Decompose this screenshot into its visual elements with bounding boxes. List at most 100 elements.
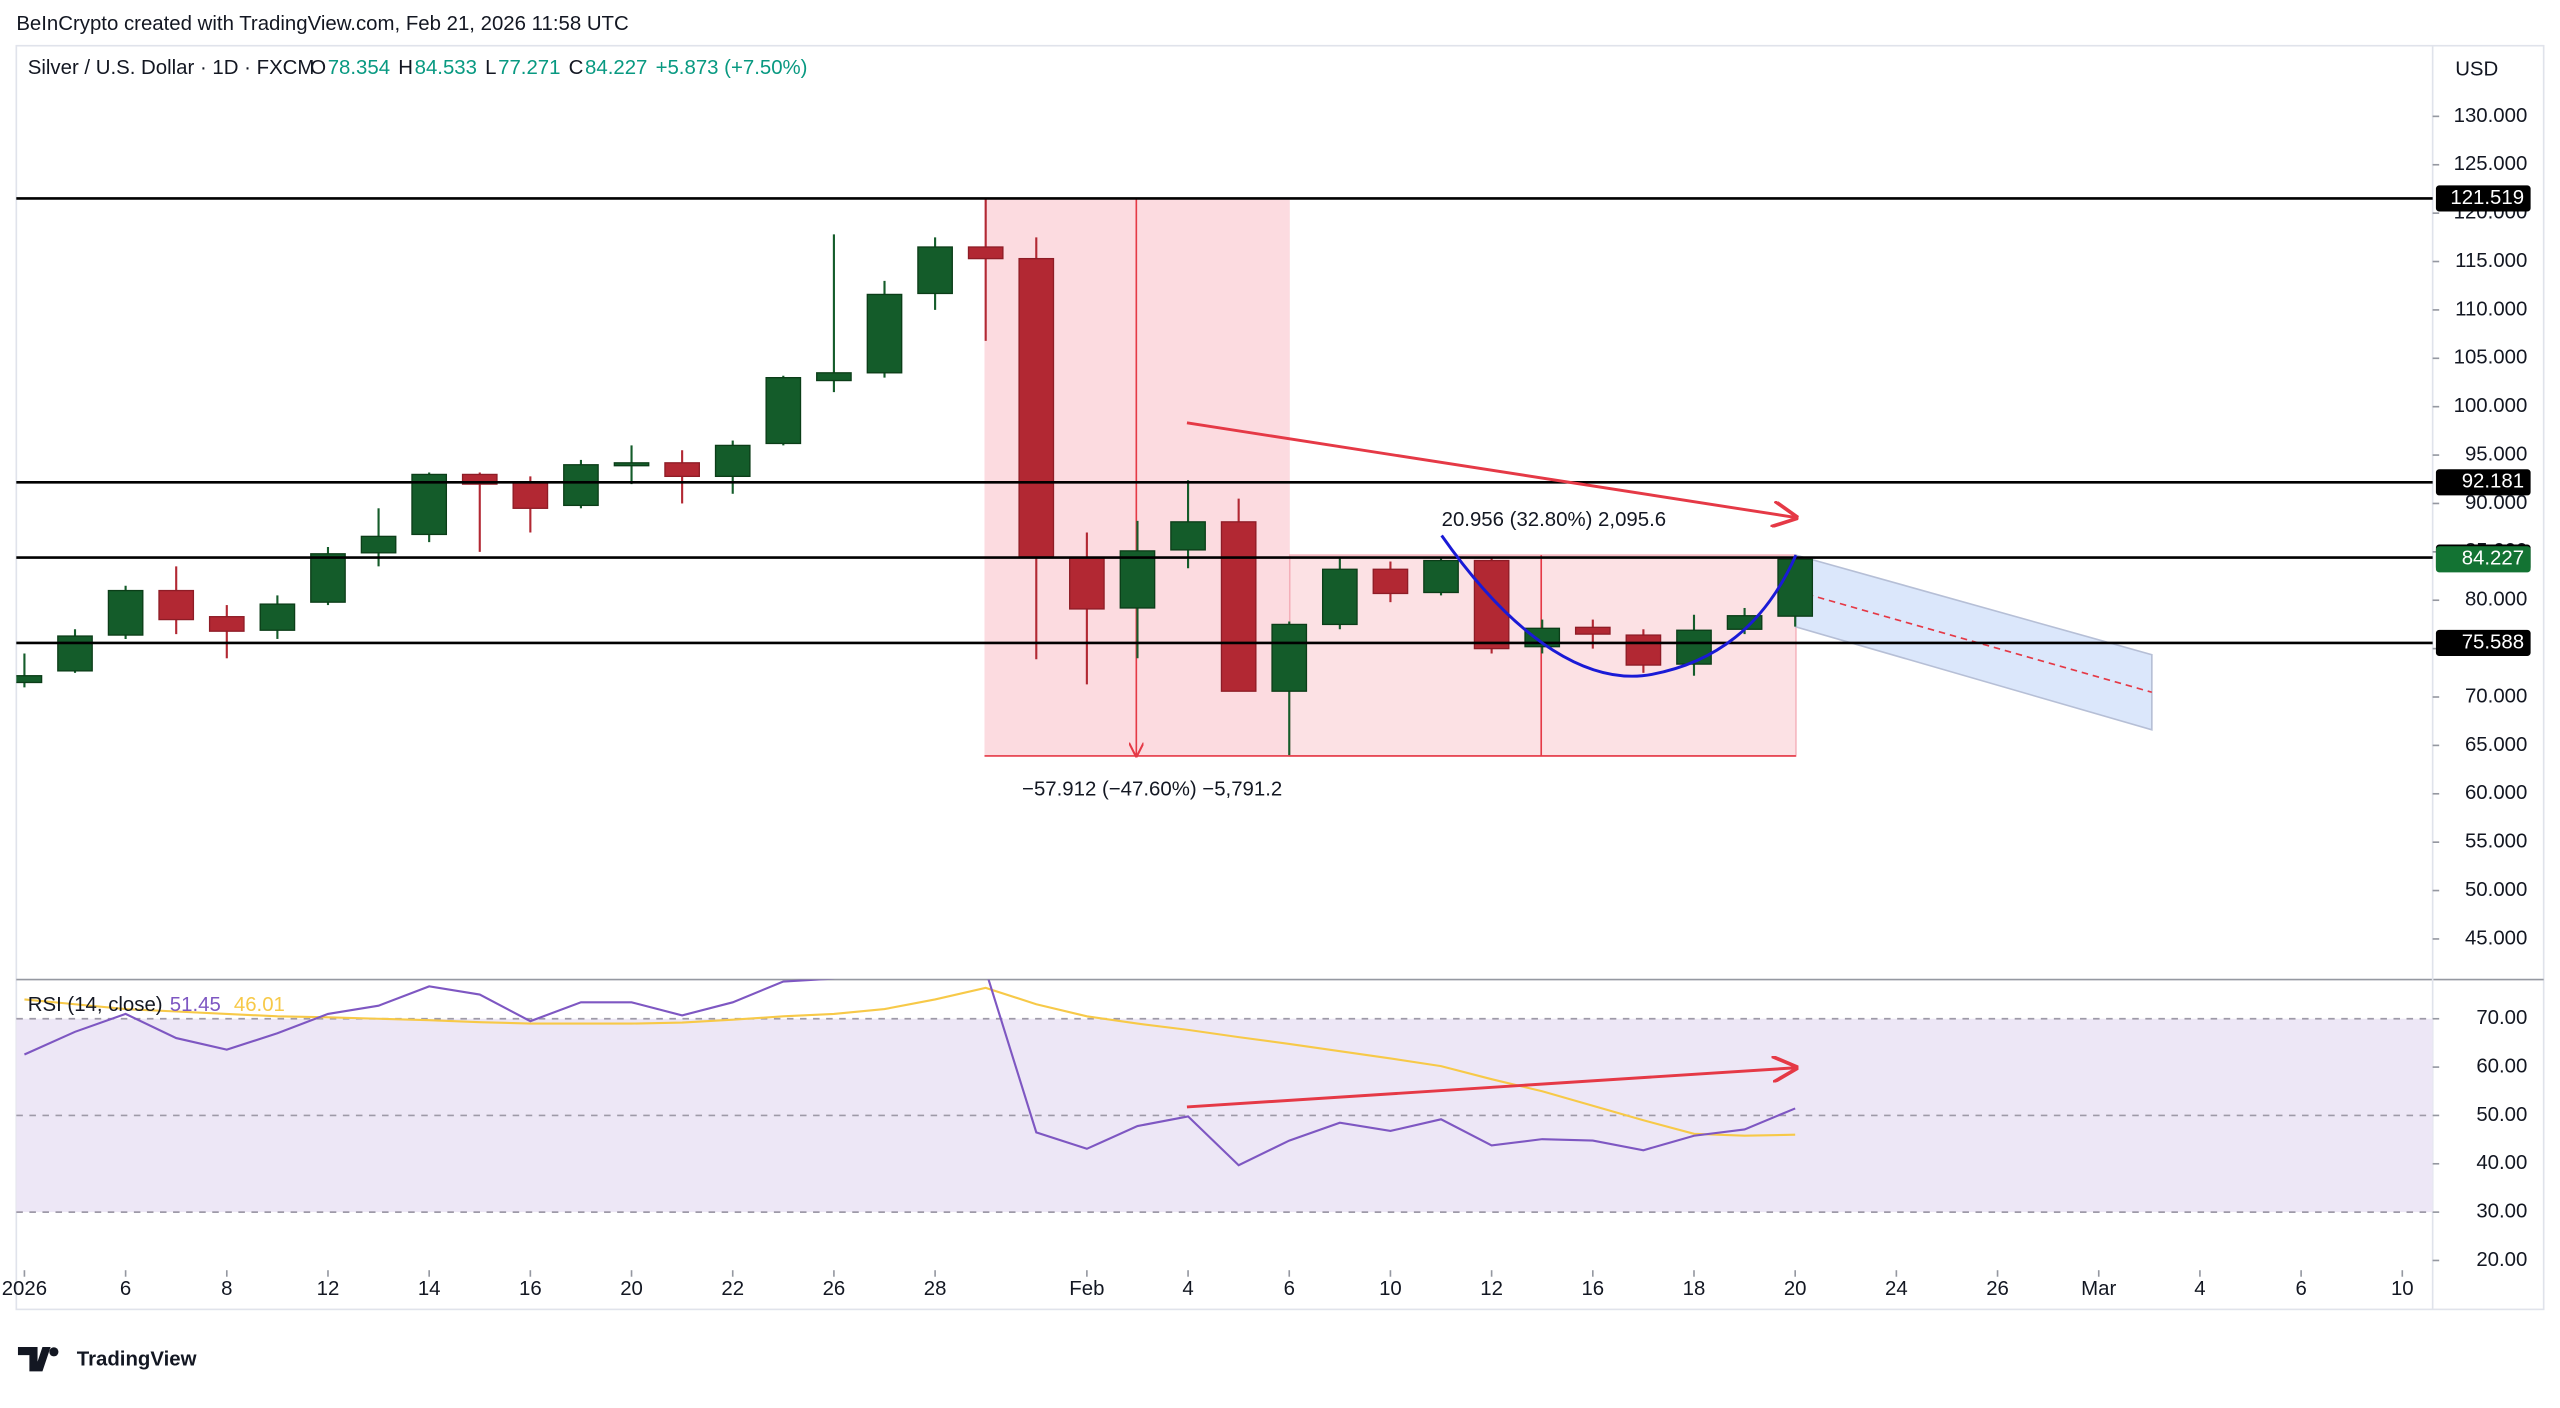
- ohlc-letter: C: [569, 57, 584, 79]
- x-tick-label: 12: [317, 1278, 340, 1300]
- candle-body: [360, 535, 397, 554]
- y-tick-label: 100.000: [2454, 395, 2528, 417]
- x-tick-label: 10: [2391, 1278, 2414, 1300]
- level-tag: [2435, 469, 2531, 496]
- candle-body: [1220, 521, 1257, 692]
- level-label: 92.181: [2462, 471, 2524, 493]
- logo: TradingView: [17, 1346, 197, 1372]
- x-tick-label: 4: [2194, 1278, 2205, 1300]
- candle-body: [158, 589, 195, 621]
- candle-body: [1170, 521, 1206, 551]
- candle-body: [310, 553, 346, 603]
- candles: [16, 198, 1814, 756]
- candle-body: [1777, 558, 1814, 617]
- last-price-label: 84.227: [2462, 548, 2524, 570]
- x-tick-label: 6: [2295, 1278, 2306, 1300]
- candle-body: [1676, 629, 1712, 665]
- y-tick-label: 65.000: [2465, 734, 2527, 756]
- measure-box: [1288, 554, 1797, 757]
- rsi-title: RSI (14, close): [28, 994, 163, 1016]
- brand: TradingView: [77, 1348, 197, 1370]
- candle-body: [1321, 568, 1358, 626]
- x-tick-label: 2026: [2, 1278, 47, 1300]
- x-tick-label: 20: [620, 1278, 643, 1300]
- rsi-y-tick-label: 50.00: [2476, 1104, 2527, 1126]
- x-tick-label: 4: [1182, 1278, 1193, 1300]
- ohlc-value: 78.354: [328, 57, 390, 79]
- x-tick-label: 22: [721, 1278, 744, 1300]
- candle-body: [57, 635, 93, 672]
- x-tick-label: Feb: [1069, 1278, 1104, 1300]
- rsi-trend-arrow: [1186, 1068, 1796, 1109]
- currency: USD: [2455, 59, 2498, 81]
- y-tick-label: 60.000: [2465, 782, 2527, 804]
- candle-body: [259, 603, 296, 631]
- ohlc-letter: O: [310, 57, 326, 79]
- measure-drawings: [984, 197, 2153, 757]
- ohlc-letter: H: [398, 57, 413, 79]
- x-tick-label: Mar: [2081, 1278, 2116, 1300]
- y-tick-label: 80.000: [2465, 589, 2527, 611]
- y-tick-label: 130.000: [2454, 105, 2528, 127]
- x-tick-label: 26: [823, 1278, 846, 1300]
- x-tick-label: 12: [1480, 1278, 1503, 1300]
- candle-body: [1069, 557, 1105, 610]
- x-tick-label: 18: [1683, 1278, 1706, 1300]
- candle-body: [1119, 550, 1156, 609]
- level-tag: [2435, 629, 2531, 656]
- candle-body: [512, 481, 549, 509]
- candle-body: [866, 293, 903, 374]
- level-label: 121.519: [2450, 187, 2524, 209]
- candle-body: [411, 473, 448, 536]
- level-tag: [2435, 185, 2531, 212]
- candle-body: [1018, 257, 1055, 558]
- y-tick-label: 125.000: [2454, 153, 2528, 175]
- candle-body: [1574, 626, 1611, 635]
- trend-arrow: [1186, 421, 1796, 518]
- x-tick-label: 24: [1885, 1278, 1908, 1300]
- rsi-y-tick-label: 20.00: [2476, 1249, 2527, 1271]
- y-tick-label: 105.000: [2454, 347, 2528, 369]
- y-tick-label: 95.000: [2465, 443, 2527, 465]
- y-tick-label: 70.000: [2465, 685, 2527, 707]
- ohlc-value: 84.533: [415, 57, 477, 79]
- candle-body: [16, 675, 43, 684]
- x-tick-label: 6: [1284, 1278, 1295, 1300]
- logo-icon: [49, 1347, 59, 1357]
- candle-body: [107, 589, 144, 636]
- candle-body: [967, 246, 1004, 260]
- candle-body: [917, 246, 953, 295]
- ohlc-change: +5.873 (+7.50%): [656, 57, 808, 79]
- rsi-y-tick-label: 60.00: [2476, 1055, 2527, 1077]
- y-tick-label: 110.000: [2455, 298, 2527, 320]
- y-tick-label: 55.000: [2465, 831, 2527, 853]
- header: BeInCrypto created with TradingView.com,…: [16, 13, 628, 35]
- symbol-title: Silver / U.S. Dollar · 1D · FXCM: [28, 57, 315, 79]
- x-tick-label: 16: [1581, 1278, 1604, 1300]
- candle-body: [1625, 634, 1662, 666]
- rsi-y-tick-label: 70.00: [2476, 1007, 2527, 1029]
- rsi-legend-value: 46.01: [234, 994, 285, 1016]
- logo-icon: [17, 1346, 51, 1372]
- x-tick-label: 16: [519, 1278, 542, 1300]
- y-tick-label: 45.000: [2465, 927, 2527, 949]
- x-tick-label: 10: [1379, 1278, 1402, 1300]
- ohlc-letter: L: [485, 57, 496, 79]
- candle-body: [461, 473, 498, 485]
- rsi-y-tick-label: 30.00: [2476, 1201, 2527, 1223]
- x-tick-label: 14: [418, 1278, 441, 1300]
- cup-curve: [1440, 534, 1798, 678]
- candle-body: [1372, 568, 1409, 595]
- candle-body: [613, 462, 650, 467]
- y-tick-label: 115.000: [2455, 250, 2527, 272]
- candle-body: [1271, 623, 1308, 692]
- x-tick-label: 6: [120, 1278, 131, 1300]
- rsi-line: [23, 979, 1796, 1167]
- ohlc-value: 77.271: [498, 57, 560, 79]
- candle-body: [664, 462, 700, 478]
- level-label: 75.588: [2462, 631, 2524, 653]
- x-tick-label: 26: [1986, 1278, 2009, 1300]
- rsi-y-tick-label: 40.00: [2476, 1152, 2527, 1174]
- y-tick-label: 50.000: [2465, 879, 2527, 901]
